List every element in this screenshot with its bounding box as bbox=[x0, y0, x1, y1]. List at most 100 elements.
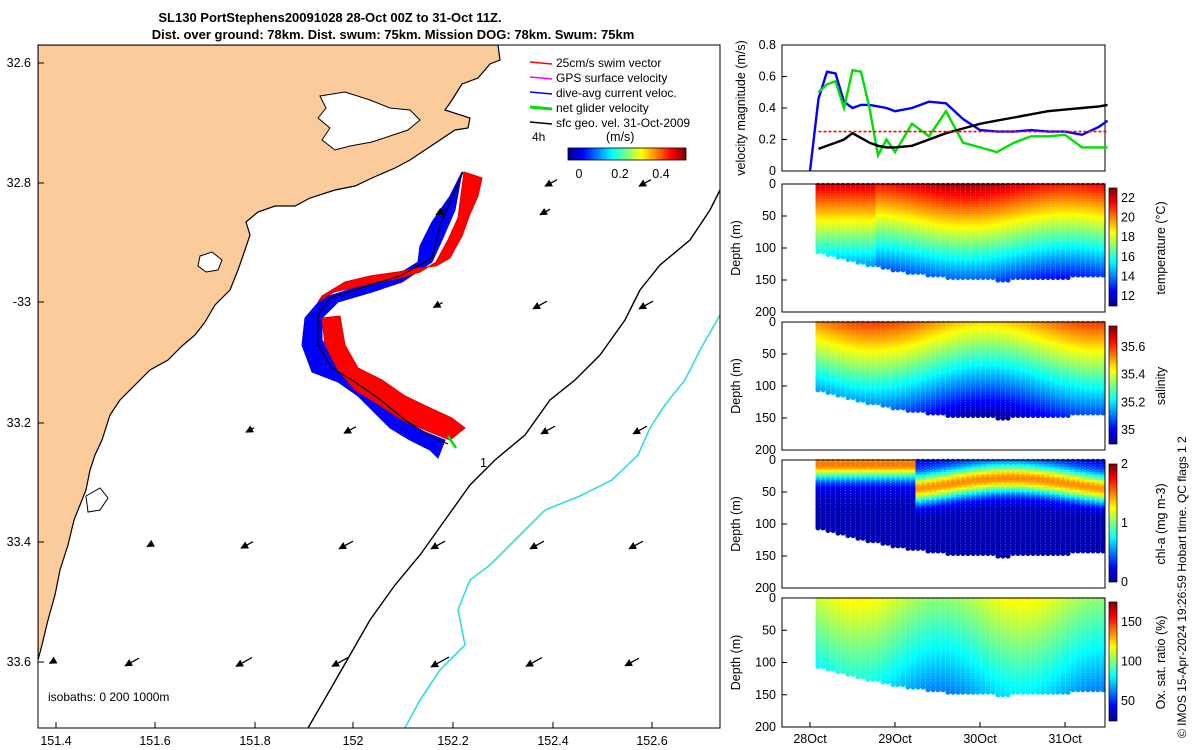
profile-sample bbox=[850, 394, 856, 401]
depth-tick-label: 0 bbox=[769, 315, 776, 329]
profile-sample bbox=[960, 412, 966, 418]
profile-sample bbox=[905, 545, 911, 551]
geostrophic-arrow bbox=[435, 207, 447, 216]
profile-sample bbox=[930, 272, 936, 278]
profile-sample bbox=[1015, 274, 1021, 280]
profile-sample bbox=[1025, 274, 1031, 280]
colorbar-unit: (m/s) bbox=[606, 130, 634, 144]
time-step-label: 4h bbox=[532, 130, 545, 144]
profile-sample bbox=[940, 272, 946, 278]
profile-sample bbox=[1070, 272, 1076, 278]
profile-sample bbox=[820, 249, 826, 255]
profile-sample bbox=[955, 412, 961, 418]
colorbar-tick-label: 16 bbox=[1121, 250, 1135, 264]
legend-label: sfc geo. vel. 31-Oct-2009 bbox=[556, 116, 690, 130]
profile-sample bbox=[925, 272, 931, 278]
profile-sample bbox=[850, 532, 856, 539]
profile-sample bbox=[890, 267, 896, 273]
velocity-series-line bbox=[818, 103, 1108, 151]
inlet bbox=[317, 91, 421, 151]
track-line bbox=[317, 171, 464, 445]
depth-tick-label: 200 bbox=[755, 305, 776, 319]
profile-sample bbox=[930, 410, 936, 416]
profile-sample bbox=[915, 269, 921, 275]
profile-sample bbox=[840, 530, 846, 536]
profile-sample bbox=[825, 389, 831, 395]
profile-sample bbox=[895, 543, 901, 549]
colorbar-tick-label: 35.4 bbox=[1121, 368, 1145, 382]
colorbar-tick-label: 18 bbox=[1121, 230, 1135, 244]
profile-sample bbox=[1055, 412, 1061, 418]
profile-sample bbox=[920, 407, 926, 413]
geostrophic-arrow bbox=[245, 425, 255, 433]
profile-sample bbox=[1000, 277, 1006, 283]
colorbar-tick-label: 35.6 bbox=[1121, 340, 1145, 354]
profile-sample bbox=[890, 405, 896, 411]
velocity-ylabel: velocity magnitude (m/s) bbox=[734, 40, 748, 175]
profile-sample bbox=[830, 251, 836, 257]
geostrophic-arrow bbox=[638, 179, 652, 187]
geostrophic-arrow bbox=[624, 657, 640, 667]
profile-sample bbox=[970, 412, 976, 418]
lon-tick-label: 152.6 bbox=[636, 734, 667, 748]
lat-tick-label: -33 bbox=[13, 295, 31, 309]
profile-sample bbox=[1035, 274, 1041, 280]
profile-sample bbox=[970, 274, 976, 280]
vel-ytick-label: 0.2 bbox=[759, 133, 776, 147]
profile-sample bbox=[990, 274, 996, 280]
profile-sample bbox=[1065, 274, 1071, 280]
profile-sample bbox=[915, 407, 921, 413]
lat-tick-label: 33.4 bbox=[7, 535, 31, 549]
profile-sample bbox=[1055, 274, 1061, 280]
profile-sample bbox=[985, 412, 991, 418]
swim-vectors-ribbon bbox=[317, 171, 483, 441]
velocity-series-line bbox=[817, 68, 1108, 159]
colorbar-tick-label: 20 bbox=[1121, 211, 1135, 225]
section-colorbar bbox=[1108, 325, 1118, 445]
profile-sample bbox=[870, 400, 876, 406]
profile-sample bbox=[910, 545, 916, 551]
isobath-1000m bbox=[404, 314, 720, 728]
profile-sample bbox=[910, 269, 916, 275]
profile-sample bbox=[1080, 410, 1086, 416]
section-colorbar bbox=[1108, 187, 1118, 307]
profile-sample bbox=[955, 274, 961, 280]
lat-tick-label: 32.8 bbox=[7, 176, 31, 190]
profile-sample bbox=[910, 407, 916, 413]
profile-sample bbox=[1080, 272, 1086, 278]
profile-sample bbox=[1010, 274, 1016, 280]
colorbar-tick-label: 22 bbox=[1121, 191, 1135, 205]
isobath-200m bbox=[307, 189, 720, 728]
profile-sample bbox=[865, 262, 871, 268]
profile-sample bbox=[1065, 412, 1071, 418]
geostrophic-arrow bbox=[146, 539, 156, 548]
profile-sample bbox=[920, 545, 926, 551]
island bbox=[85, 487, 109, 513]
profile-sample bbox=[885, 402, 891, 408]
profile-sample bbox=[870, 538, 876, 544]
colorbar-label: salinity bbox=[1154, 366, 1168, 405]
profile-sample bbox=[855, 259, 861, 265]
profile-sample bbox=[1045, 274, 1051, 280]
profile-sample bbox=[855, 535, 861, 541]
profile-sample bbox=[1010, 412, 1016, 418]
profile-sample bbox=[905, 407, 911, 413]
profile-sample bbox=[845, 256, 851, 263]
profile-sample bbox=[1040, 274, 1046, 280]
geostrophic-arrow bbox=[124, 657, 140, 667]
profile-sample bbox=[865, 538, 871, 544]
profile-sample bbox=[945, 412, 951, 418]
isobath-marker: 1 bbox=[480, 456, 487, 470]
profile-sample bbox=[880, 264, 886, 270]
profile-sample bbox=[1100, 272, 1106, 278]
profile-sample bbox=[915, 545, 921, 551]
profile-sample bbox=[875, 538, 881, 544]
profile-sample bbox=[925, 548, 931, 554]
profile-sample bbox=[1020, 274, 1026, 280]
depth-tick-label: 50 bbox=[762, 209, 776, 223]
profile-sample bbox=[940, 410, 946, 416]
